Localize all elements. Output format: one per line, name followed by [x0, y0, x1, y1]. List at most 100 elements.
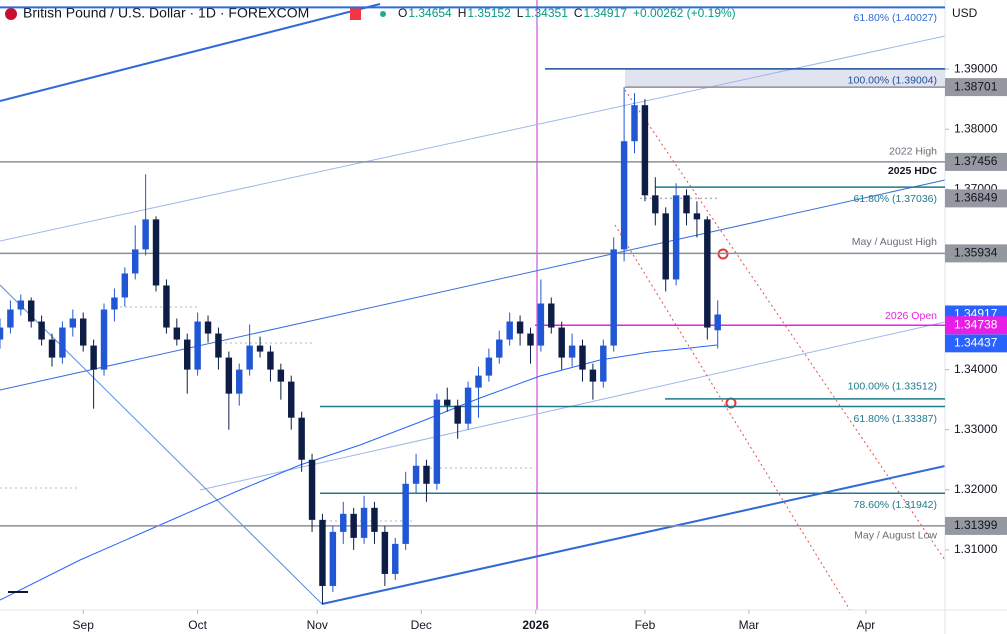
candle-body — [485, 357, 493, 376]
level-title: 2022 High — [889, 146, 937, 158]
candle-body — [267, 351, 274, 370]
candle-body — [17, 300, 25, 310]
zone — [625, 68, 945, 87]
candle-body — [620, 141, 628, 250]
channel-line — [614, 224, 851, 611]
level-title: May / August Low — [854, 530, 937, 542]
ohlc-value: 1.34654 — [408, 6, 452, 20]
level-fib: 100.00% (1.33512) — [848, 381, 937, 393]
x-tick-label: Mar — [739, 618, 760, 632]
candle-body — [319, 519, 326, 586]
symbol-title: British Pound / U.S. Dollar · 1D · FOREX… — [23, 5, 309, 21]
candle-body — [69, 318, 77, 328]
ohlc-key: O — [398, 6, 407, 20]
price-box — [945, 78, 1007, 97]
candle-body — [662, 213, 669, 280]
price-box-label: 1.34738 — [954, 317, 998, 331]
level-fib: 61.80% (1.33387) — [854, 413, 937, 425]
currency: USD — [952, 6, 978, 20]
ohlc-value: 1.34917 — [584, 6, 628, 20]
candle-body — [59, 327, 66, 358]
level-fib: 61.80% (1.40027) — [854, 12, 937, 24]
channel-line — [0, 179, 946, 391]
x-tick-label: 2026 — [522, 618, 549, 632]
candle-body — [173, 327, 181, 340]
candle-body — [111, 297, 118, 310]
candle-body — [641, 105, 649, 196]
candle-body — [693, 213, 701, 220]
candle-body — [225, 357, 233, 394]
price-box — [945, 516, 1007, 535]
candle-body — [652, 195, 659, 214]
trend-line — [0, 284, 323, 605]
candle-body — [579, 345, 586, 370]
candle-body — [475, 375, 482, 388]
candle-body — [548, 303, 555, 328]
candle-body — [204, 321, 212, 334]
price-box-label: 1.34437 — [954, 336, 998, 350]
candle-body — [79, 318, 87, 346]
candle-body — [215, 333, 222, 358]
price-box — [945, 316, 1007, 335]
trend-line — [0, 3, 381, 102]
candle-body — [537, 303, 545, 346]
x-tick-label: Sep — [73, 618, 95, 632]
x-tick-label: Nov — [307, 618, 328, 632]
y-tick-label: 1.38000 — [954, 121, 998, 135]
candle-body — [256, 345, 264, 352]
y-tick-label: 1.31000 — [954, 542, 998, 556]
channel-line — [0, 35, 946, 242]
moving-average — [0, 344, 718, 601]
x-tick-label: Apr — [857, 618, 876, 632]
level-fib: 100.00% (1.39004) — [848, 75, 937, 87]
price-box — [945, 152, 1007, 171]
candle-body — [27, 300, 35, 322]
candle-body — [7, 309, 14, 328]
price-box-label: 1.36849 — [954, 191, 998, 205]
candle-body — [589, 369, 597, 382]
candle-body — [610, 249, 617, 346]
candle-body — [683, 195, 690, 214]
flag-marker — [350, 7, 361, 20]
logo: — — [8, 580, 28, 602]
candle-body — [454, 405, 461, 424]
price-box — [945, 334, 1007, 353]
candle-body — [329, 531, 337, 586]
candle-body — [298, 417, 305, 460]
y-tick-label: 1.39000 — [954, 61, 998, 75]
trend-line — [321, 465, 946, 605]
price-box-label: 1.35934 — [954, 246, 998, 260]
flag-icon — [5, 8, 17, 20]
candle-body — [131, 249, 139, 274]
candle-body — [288, 381, 295, 418]
candle-body — [371, 507, 378, 532]
candle-body — [704, 219, 711, 328]
y-tick-label: 1.32000 — [954, 482, 998, 496]
price-box-label: 1.37456 — [954, 154, 998, 168]
candle-body — [277, 369, 285, 382]
candle-body — [714, 314, 721, 331]
level-title: 2025 HDC — [888, 165, 937, 177]
price-box-label: 1.31399 — [954, 518, 998, 532]
candle-body — [558, 327, 565, 358]
candle-body — [308, 459, 316, 520]
ohlc-key: H — [458, 6, 467, 20]
candle-body — [350, 513, 357, 538]
candle-body — [90, 345, 97, 370]
candle-body — [672, 195, 680, 280]
ohlc-key: C — [574, 6, 583, 20]
price-box — [945, 244, 1007, 263]
y-tick-label: 1.34000 — [954, 362, 998, 376]
candle-body — [152, 219, 160, 286]
candle-body — [433, 399, 441, 484]
candle-body — [0, 327, 4, 340]
candle-body — [506, 321, 513, 340]
candle-body — [464, 387, 472, 424]
candle-body — [412, 465, 420, 484]
candle-body — [184, 339, 191, 370]
candle-body — [100, 309, 108, 370]
candle-body — [392, 543, 399, 574]
candle-body — [163, 285, 170, 328]
candle-body — [38, 321, 45, 340]
x-tick-label: Dec — [411, 618, 432, 632]
